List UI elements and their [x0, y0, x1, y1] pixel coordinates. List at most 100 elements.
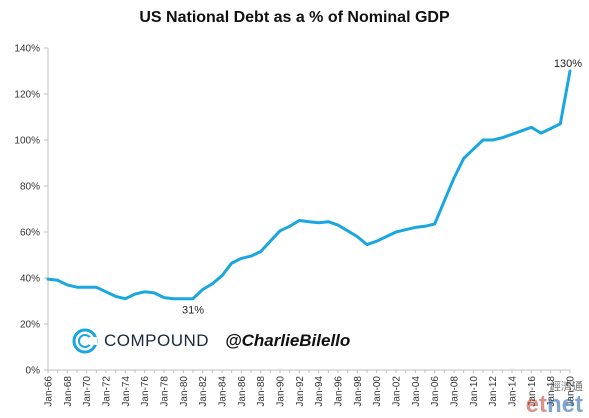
y-tick-label: 60%	[20, 228, 40, 239]
data-point	[520, 129, 523, 132]
data-point	[249, 254, 253, 258]
data-point	[433, 222, 436, 226]
x-tick-label: Jan-10	[469, 376, 480, 407]
data-point	[491, 138, 494, 142]
x-tick-label: Jan-90	[276, 376, 287, 407]
x-tick-label: Jan-20	[566, 376, 577, 407]
data-point	[153, 291, 156, 295]
x-tick-label: Jan-88	[256, 376, 267, 407]
data-point	[365, 243, 369, 246]
x-tick-label: Jan-18	[546, 376, 557, 407]
data-point	[549, 127, 552, 130]
data-point	[539, 131, 543, 135]
series-line	[46, 69, 572, 301]
x-tick-label: Jan-66	[44, 376, 55, 407]
data-point	[481, 138, 485, 142]
watermark-logo-part2: net	[547, 391, 583, 418]
x-tick-label: Jan-02	[392, 376, 403, 407]
x-tick-label: Jan-04	[411, 376, 422, 407]
data-point	[394, 230, 398, 234]
data-point	[269, 240, 272, 243]
x-tick-label: Jan-82	[198, 376, 209, 407]
x-tick-label: Jan-76	[140, 376, 151, 407]
data-point	[510, 133, 514, 136]
brand-handle: @CharlieBilello	[225, 331, 351, 350]
x-tick-label: Jan-80	[179, 376, 190, 407]
data-point	[124, 297, 127, 300]
data-point	[346, 229, 349, 233]
data-point	[327, 220, 330, 223]
x-tick-label: Jan-06	[430, 376, 441, 407]
x-tick-label: Jan-68	[63, 376, 74, 407]
x-tick-label: Jan-84	[218, 376, 229, 407]
data-point	[75, 286, 79, 289]
watermark-logo-part1: et	[525, 391, 547, 418]
data-point	[95, 286, 98, 289]
data-point	[211, 282, 214, 285]
data-point	[501, 136, 504, 139]
watermark-cn-text: 經濟通	[550, 381, 583, 393]
y-axis: 0% 20% 40% 60% 80% 100% 120% 140%	[14, 44, 49, 377]
annotation-label: 130%	[554, 58, 582, 70]
x-tick-label: Jan-94	[314, 376, 325, 407]
x-tick-label: Jan-92	[295, 376, 306, 407]
y-tick-label: 40%	[20, 274, 40, 285]
y-tick-label: 0%	[26, 366, 41, 377]
y-tick-label: 80%	[20, 182, 40, 193]
data-point	[462, 157, 465, 160]
x-tick-label: Jan-12	[488, 376, 499, 407]
data-point	[133, 292, 137, 296]
y-tick-label: 20%	[20, 320, 40, 331]
y-tick-label: 100%	[14, 136, 40, 147]
data-point	[336, 223, 340, 227]
data-point	[414, 226, 417, 229]
data-point	[172, 297, 175, 300]
data-point	[85, 286, 88, 289]
data-point	[356, 235, 359, 238]
data-point	[530, 126, 533, 129]
brand-name: COMPOUND	[104, 331, 210, 350]
x-tick-label: Jan-14	[508, 376, 519, 407]
data-point	[259, 250, 262, 253]
x-tick-label: Jan-74	[121, 376, 132, 407]
y-tick-label: 140%	[14, 44, 40, 55]
data-point	[143, 290, 146, 293]
x-tick-label: Jan-86	[237, 376, 248, 407]
data-point	[56, 279, 59, 282]
watermark: 經濟通 etnet	[525, 378, 583, 418]
annotation-label: 31%	[182, 305, 204, 317]
data-point	[201, 288, 204, 291]
data-point	[559, 122, 562, 126]
data-point	[230, 261, 233, 265]
data-point	[278, 229, 282, 233]
data-point	[240, 257, 243, 260]
y-tick-label: 120%	[14, 90, 40, 101]
data-point	[404, 228, 407, 231]
data-point	[317, 221, 320, 224]
x-tick-label: Jan-72	[102, 376, 113, 407]
annotation-layer: 31% 130%	[182, 58, 582, 317]
watermark-logo: etnet	[525, 391, 583, 418]
x-tick-label: Jan-70	[82, 376, 93, 407]
brand-block: COMPOUND @CharlieBilello	[72, 328, 350, 354]
data-point	[385, 235, 388, 238]
x-tick-label: Jan-16	[527, 376, 538, 407]
data-point	[307, 220, 311, 223]
x-tick-label: Jan-08	[450, 376, 461, 407]
data-point	[66, 283, 69, 287]
data-point	[452, 176, 456, 180]
chart-title: US National Debt as a % of Nominal GDP	[139, 9, 450, 26]
data-point	[104, 290, 108, 293]
x-tick-label: Jan-78	[160, 376, 171, 407]
data-point	[220, 274, 224, 277]
data-point	[191, 297, 195, 300]
data-point	[162, 296, 166, 299]
data-point	[288, 225, 291, 228]
data-point	[568, 69, 572, 73]
series-layer	[46, 69, 572, 301]
data-point	[298, 219, 301, 222]
data-point	[375, 240, 378, 243]
data-point	[443, 199, 446, 203]
compound-logo-icon	[72, 328, 98, 354]
